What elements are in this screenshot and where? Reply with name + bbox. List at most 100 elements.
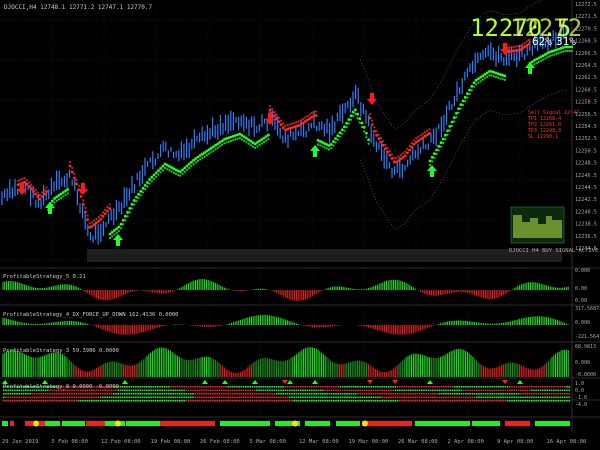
trend-band-dot [397,155,400,158]
signal-dot [198,393,201,395]
signal-dot [165,386,168,388]
trend-band-dot [312,110,316,113]
signal-dot [467,396,469,399]
signal-dot [489,393,491,395]
signal-dot [5,386,7,388]
signal-dot [231,389,234,392]
signal-dot [58,400,60,402]
trend-band-dot [437,144,441,148]
trend-band-dot [332,144,335,147]
trend-band-dot [199,158,202,161]
trend-band-dot [452,116,456,119]
signal-dot [128,393,130,395]
trend-band-dot [139,189,143,193]
signal-dot [544,393,546,395]
signal-dot [478,400,480,402]
signal-dot [181,389,183,392]
trend-band-dot [367,142,370,145]
signal-dot [462,400,465,402]
signal-dot [60,389,62,392]
indicator-panel-1[interactable]: 0.0000.000.00 [2,268,590,304]
trend-band-dot [544,57,547,60]
signal-dot [183,393,185,395]
trend-band-dot [95,221,98,225]
indicator-panel-4[interactable]: 1.00.0-1.0-4.0 [2,380,587,408]
signal-dot [322,396,324,399]
trend-band-dot [117,225,121,229]
signal-dot [304,400,306,402]
trend-band-dot [242,135,246,139]
panel-tick-label: -1.0 [575,395,587,401]
signal-dot [29,400,31,402]
signal-dot [432,393,434,395]
signal-dot [117,400,119,402]
signal-dot [260,386,262,388]
signal-dot [555,393,557,395]
trend-band-dot [240,133,244,137]
signal-dot [95,386,97,388]
signal-dot [515,393,518,395]
signal-dot [315,396,317,399]
signal-dot [58,386,60,388]
signal-dot [357,386,359,388]
signal-dot [104,396,106,399]
signal-dot [423,389,425,392]
signal-dot [319,393,322,395]
trend-band-dot [157,173,160,176]
trend-band-dot [183,170,186,173]
signal-dot [49,400,51,402]
signal-dot [458,389,460,392]
trend-band-dot [477,81,480,84]
signal-dot [201,389,203,392]
signal-dot [548,386,551,388]
signal-dot [223,396,225,399]
signal-dot [511,393,513,395]
trend-band-dot [483,72,487,76]
signal-dot [456,386,458,388]
signal-dot [352,393,355,395]
signal-dot [225,396,227,399]
signal-dot [31,386,34,388]
signal-dot [231,396,234,399]
signal-dot [62,400,64,402]
trend-band-dot [99,217,103,221]
signal-dot [421,393,423,395]
signal-dot [374,400,377,402]
signal-dot [49,386,51,388]
trend-band-dot [277,120,281,124]
signal-bar-panel[interactable] [0,420,572,427]
signal-dot [487,386,489,388]
signal-dot [36,396,38,399]
signal-dot [75,393,78,395]
signal-dot [412,389,414,392]
signal-dot [256,389,258,392]
signal-dot [451,396,454,399]
signal-dot [337,386,339,388]
signal-dot [284,386,287,388]
trend-band-dot [570,45,574,49]
trend-band-dot [132,199,136,202]
signal-dot [275,389,278,392]
signal-dot [82,396,84,399]
signal-dot [264,386,267,388]
signal-dot [238,400,240,402]
signal-dot [480,396,482,399]
signal-dot [185,400,188,402]
signal-dot [381,400,383,402]
signal-dot [256,386,258,388]
price-tick-label: 12252.5 [575,136,597,142]
signal-dot [282,389,284,392]
signal-dot [388,386,390,388]
trend-band-dot [23,177,26,180]
signal-dot [370,396,372,399]
signal-dot [324,400,326,402]
signal-dot [394,389,397,392]
signal-dot [42,400,45,402]
trend-band-dot [59,192,63,196]
signal-dot [566,400,568,402]
trend-band-dot [421,132,424,135]
signal-dot [445,386,447,388]
